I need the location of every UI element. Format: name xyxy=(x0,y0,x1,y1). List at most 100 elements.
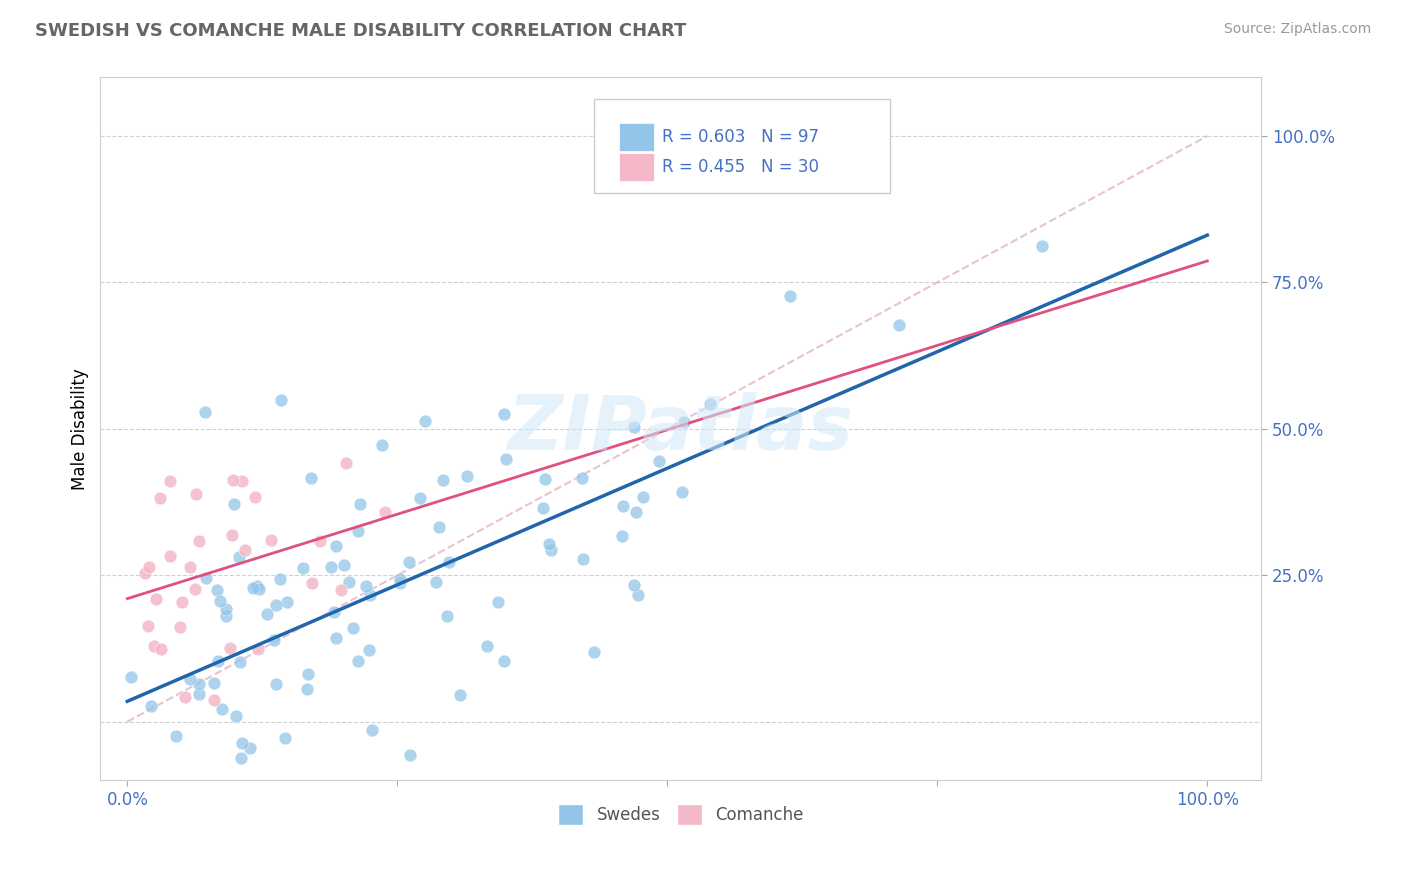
Point xyxy=(247,642,270,657)
Point xyxy=(388,576,411,591)
Point xyxy=(243,491,266,505)
Point xyxy=(179,672,201,686)
Legend: Swedes, Comanche: Swedes, Comanche xyxy=(558,805,804,825)
Text: R = 0.455   N = 30: R = 0.455 N = 30 xyxy=(662,159,820,177)
Point xyxy=(195,571,218,585)
Text: SWEDISH VS COMANCHE MALE DISABILITY CORRELATION CHART: SWEDISH VS COMANCHE MALE DISABILITY CORR… xyxy=(35,22,686,40)
Point xyxy=(432,473,454,487)
Point xyxy=(631,490,654,504)
Point xyxy=(301,576,323,591)
Point xyxy=(672,415,695,429)
Point xyxy=(149,491,172,505)
Point xyxy=(582,645,605,659)
Point xyxy=(138,559,160,574)
Point xyxy=(145,592,167,607)
Point xyxy=(136,619,159,633)
Point xyxy=(335,456,357,470)
Point xyxy=(540,543,562,558)
Point xyxy=(142,639,165,653)
Point xyxy=(188,785,211,799)
Point xyxy=(699,397,721,411)
Point xyxy=(221,528,243,542)
Point xyxy=(141,698,163,713)
Point xyxy=(533,501,555,516)
Point xyxy=(299,470,322,484)
Point xyxy=(538,537,561,551)
Point xyxy=(325,539,347,553)
Point xyxy=(218,640,240,655)
Point xyxy=(374,505,396,519)
Point xyxy=(242,582,264,596)
Point xyxy=(166,729,188,743)
Point xyxy=(173,690,195,704)
Point xyxy=(427,785,450,799)
Point xyxy=(301,785,323,799)
Point xyxy=(322,605,344,619)
Point xyxy=(247,582,270,596)
Point xyxy=(170,595,193,609)
Point xyxy=(347,654,370,668)
Point xyxy=(456,468,478,483)
Point xyxy=(309,534,332,549)
Point xyxy=(291,561,314,575)
Point xyxy=(887,318,910,333)
Point xyxy=(260,533,283,548)
Point xyxy=(623,578,645,592)
Point xyxy=(627,588,650,602)
Point xyxy=(222,497,245,511)
Point xyxy=(295,681,318,696)
Point xyxy=(159,549,181,563)
Point xyxy=(436,609,458,624)
FancyBboxPatch shape xyxy=(593,98,890,194)
Point xyxy=(179,560,201,574)
Point xyxy=(359,588,381,602)
Text: Source: ZipAtlas.com: Source: ZipAtlas.com xyxy=(1223,22,1371,37)
Point xyxy=(229,751,252,765)
Point xyxy=(270,393,292,408)
Point xyxy=(256,607,278,621)
Point xyxy=(134,785,156,799)
Point xyxy=(425,574,447,589)
Point xyxy=(239,741,262,756)
Point xyxy=(492,654,515,668)
Point xyxy=(150,785,173,799)
Point xyxy=(399,747,422,762)
Point xyxy=(671,485,693,500)
Point xyxy=(389,572,412,586)
Point xyxy=(264,677,287,691)
Text: R = 0.603   N = 97: R = 0.603 N = 97 xyxy=(662,128,820,146)
Point xyxy=(427,519,450,533)
Point xyxy=(325,632,347,646)
Point xyxy=(437,555,460,569)
Y-axis label: Male Disability: Male Disability xyxy=(72,368,89,490)
Point xyxy=(276,595,298,609)
Point xyxy=(623,420,645,434)
Point xyxy=(208,594,231,608)
Point xyxy=(233,543,256,558)
Point xyxy=(211,702,233,716)
Point xyxy=(321,560,343,574)
Point xyxy=(626,505,648,519)
Point xyxy=(361,723,384,738)
Point xyxy=(486,595,509,609)
Point xyxy=(263,632,285,647)
Point xyxy=(371,438,394,452)
Point xyxy=(332,558,354,572)
Point xyxy=(413,414,436,428)
Point xyxy=(269,572,291,586)
Point xyxy=(225,709,247,723)
Point xyxy=(228,549,250,564)
Point xyxy=(347,524,370,538)
Point xyxy=(207,654,229,668)
Point xyxy=(337,575,360,590)
Point xyxy=(127,785,149,799)
Point xyxy=(205,582,228,597)
Point xyxy=(215,602,238,616)
Point xyxy=(202,692,225,706)
Point xyxy=(409,491,432,505)
Point xyxy=(187,534,209,549)
Point xyxy=(120,670,142,684)
Point xyxy=(188,687,211,701)
Point xyxy=(329,582,352,597)
Point xyxy=(134,566,156,580)
